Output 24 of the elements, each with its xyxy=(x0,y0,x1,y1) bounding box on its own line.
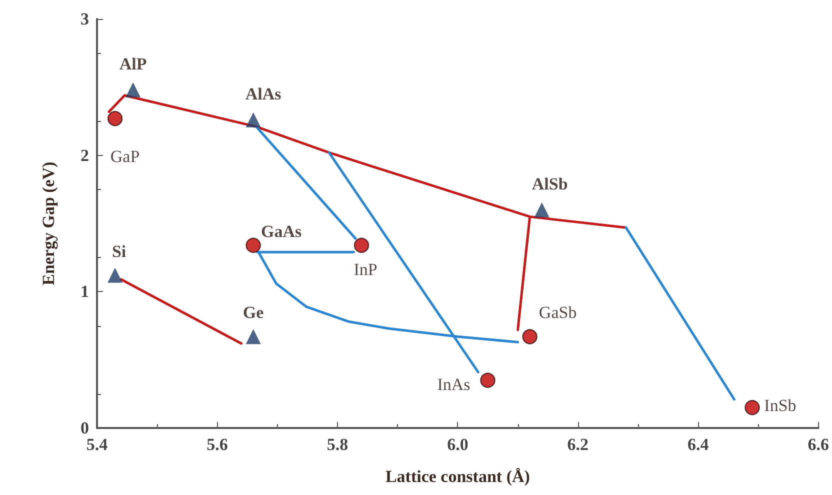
annotation: InAs xyxy=(437,374,470,394)
x-tick-label: 6.0 xyxy=(447,435,468,454)
x-axis-title: Lattice constant (Å) xyxy=(385,467,530,486)
y-tick-label: 0 xyxy=(80,418,89,438)
annotation: AlP xyxy=(119,54,147,74)
annotation: Ge xyxy=(242,303,264,322)
x-tick-label: 5.8 xyxy=(326,435,348,454)
x-tick-label: 6.4 xyxy=(688,435,710,454)
annotation: InP xyxy=(354,260,378,279)
y-tick-label: 3 xyxy=(80,10,89,28)
x-tick-label: 5.4 xyxy=(86,435,108,454)
annotation: InSb xyxy=(764,396,796,416)
x-tick-label: 5.6 xyxy=(206,435,228,454)
x-tick-label: 6.6 xyxy=(808,435,829,454)
x-tick-label: 6.2 xyxy=(567,435,589,454)
annotation: AlSb xyxy=(532,174,568,194)
annotation: AlAs xyxy=(245,84,282,104)
y-tick-label: 2 xyxy=(80,146,89,165)
annotation: GaSb xyxy=(538,303,577,322)
annotation: GaAs xyxy=(260,222,302,241)
y-axis-title: Energy Gap (eV) xyxy=(39,162,58,286)
annotation: Si xyxy=(112,242,126,261)
annotation: GaP xyxy=(110,147,140,166)
y-tick-label: 1 xyxy=(80,282,89,302)
